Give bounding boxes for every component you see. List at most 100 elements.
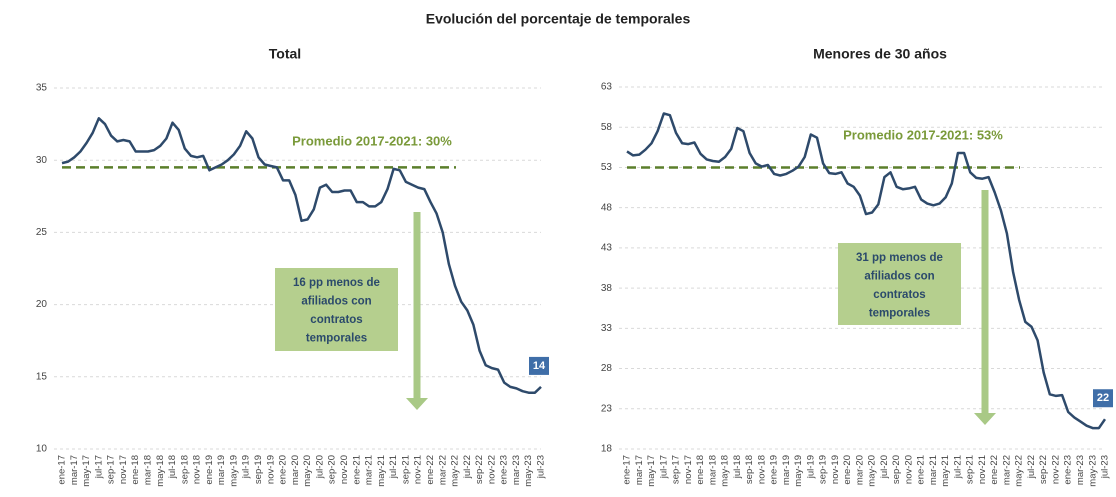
series-line (626, 112, 1107, 430)
x-tick-label: sep-18 (179, 455, 190, 484)
x-tick-label: jul-21 (952, 455, 963, 479)
x-tick-label: jul-17 (93, 455, 104, 479)
x-tick-label: may-23 (523, 455, 534, 487)
x-tick-label: nov-19 (830, 455, 841, 484)
x-tick-label: mar-21 (928, 455, 939, 485)
x-tick-label: nov-19 (265, 455, 276, 484)
x-tick-label: may-22 (450, 455, 461, 487)
y-tick-label: 33 (601, 323, 613, 334)
x-tick-label: ene-18 (130, 455, 141, 485)
x-tick-label: ene-22 (425, 455, 436, 485)
x-tick-label: sep-19 (253, 455, 264, 484)
x-tick-label: sep-22 (474, 455, 485, 484)
x-tick-label: ene-20 (842, 455, 853, 485)
x-tick-label: ene-22 (989, 455, 1000, 485)
series-line (61, 117, 542, 394)
end-label-box (1093, 389, 1113, 408)
x-tick-label: sep-21 (965, 455, 976, 484)
arrow-shaft (413, 212, 421, 398)
x-tick-label: ene-20 (278, 455, 289, 485)
x-tick-label: jul-23 (1100, 455, 1111, 479)
x-tick-label: jul-20 (314, 455, 325, 479)
x-tick-label: jul-23 (536, 455, 547, 479)
y-tick-label: 38 (601, 283, 613, 294)
x-tick-label: may-23 (1087, 455, 1098, 487)
x-tick-label: jul-19 (805, 455, 816, 479)
annotation-text: contratos (873, 289, 925, 301)
y-tick-label: 48 (601, 202, 613, 213)
x-tick-label: may-20 (867, 455, 878, 487)
x-tick-label: sep-20 (327, 455, 338, 484)
x-tick-label: may-17 (81, 455, 92, 487)
x-tick-label: ene-19 (204, 455, 215, 485)
x-tick-label: ene-23 (499, 455, 510, 485)
x-tick-label: mar-18 (142, 455, 153, 485)
end-label: 14 (533, 360, 546, 372)
x-tick-label: nov-22 (486, 455, 497, 484)
annotation-text: 16 pp menos de (293, 277, 380, 289)
x-tick-label: mar-20 (854, 455, 865, 485)
arrow-shaft (981, 190, 989, 413)
y-tick-label: 63 (601, 82, 613, 93)
x-tick-label: mar-20 (290, 455, 301, 485)
end-label-box (529, 356, 549, 375)
x-tick-label: nov-17 (118, 455, 129, 484)
x-tick-label: ene-21 (351, 455, 362, 485)
x-tick-label: sep-19 (818, 455, 829, 484)
average-label: Promedio 2017-2021: 53% (843, 127, 1003, 142)
x-tick-label: jul-20 (879, 455, 890, 479)
x-tick-label: mar-18 (707, 455, 718, 485)
y-tick-label: 23 (601, 403, 613, 414)
x-tick-label: nov-20 (339, 455, 350, 484)
y-tick-label: 20 (36, 299, 48, 310)
x-tick-label: may-20 (302, 455, 313, 487)
x-tick-label: ene-19 (769, 455, 780, 485)
y-tick-label: 10 (36, 444, 48, 455)
y-tick-label: 28 (601, 363, 613, 374)
x-tick-label: jul-17 (658, 455, 669, 479)
x-tick-label: may-21 (940, 455, 951, 487)
y-tick-label: 43 (601, 243, 613, 254)
y-tick-label: 53 (601, 162, 613, 173)
x-tick-label: mar-23 (1075, 455, 1086, 485)
y-tick-label: 58 (601, 122, 613, 133)
arrow-head (974, 413, 996, 425)
y-tick-label: 35 (36, 83, 48, 94)
annotation-text: afiliados con (864, 271, 934, 283)
x-tick-label: sep-21 (400, 455, 411, 484)
x-tick-label: mar-17 (634, 455, 645, 485)
x-tick-label: sep-20 (891, 455, 902, 484)
annotation-text: temporales (306, 333, 367, 345)
x-tick-label: sep-17 (106, 455, 117, 484)
y-tick-label: 30 (36, 155, 48, 166)
x-tick-label: ene-23 (1063, 455, 1074, 485)
y-tick-label: 15 (36, 371, 48, 382)
end-label: 22 (1097, 392, 1109, 404)
x-tick-label: ene-17 (57, 455, 68, 485)
annotation-text: temporales (869, 308, 930, 320)
chart-title: Menores de 30 años (813, 46, 947, 62)
x-tick-label: mar-19 (216, 455, 227, 485)
x-tick-label: may-17 (646, 455, 657, 487)
x-tick-label: mar-23 (511, 455, 522, 485)
x-tick-label: may-19 (793, 455, 804, 487)
page-title: Evolución del porcentaje de temporales (426, 11, 691, 27)
x-tick-label: ene-17 (622, 455, 633, 485)
x-tick-label: ene-21 (916, 455, 927, 485)
x-tick-label: nov-17 (683, 455, 694, 484)
x-tick-label: jul-18 (167, 455, 178, 479)
annotation-text: afiliados con (301, 296, 371, 308)
x-tick-label: jul-18 (732, 455, 743, 479)
x-tick-label: jul-22 (1026, 455, 1037, 479)
x-tick-label: nov-21 (977, 455, 988, 484)
x-tick-label: sep-18 (744, 455, 755, 484)
x-tick-label: may-22 (1014, 455, 1025, 487)
x-tick-label: jul-22 (462, 455, 473, 479)
x-tick-label: jul-19 (241, 455, 252, 479)
x-tick-label: mar-19 (781, 455, 792, 485)
chart-title: Total (269, 46, 301, 62)
arrow-head (406, 398, 428, 410)
x-tick-label: may-18 (155, 455, 166, 487)
x-tick-label: jul-21 (388, 455, 399, 479)
